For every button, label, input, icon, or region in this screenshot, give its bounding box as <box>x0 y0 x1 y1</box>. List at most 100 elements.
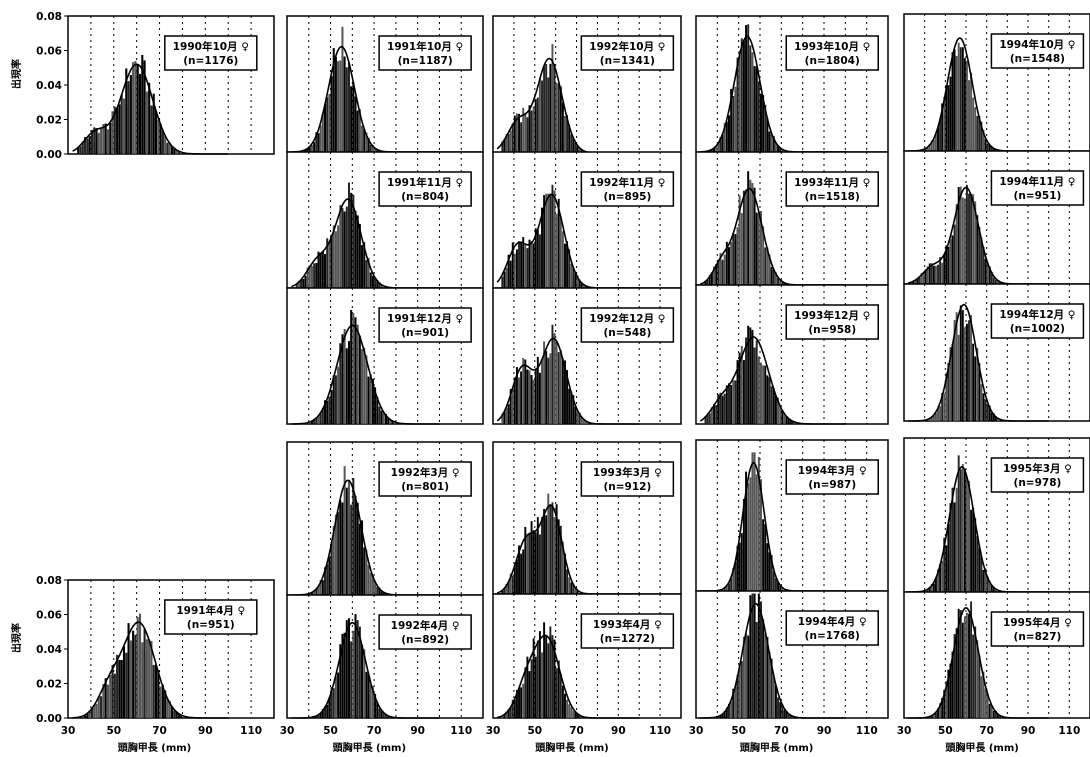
histogram-bar <box>928 418 931 421</box>
panel-label-count: (n=951) <box>1014 190 1062 202</box>
histogram-bar <box>926 266 929 284</box>
histogram-bar <box>568 388 571 424</box>
x-tick-label: 90 <box>198 725 213 737</box>
histogram-bar <box>358 626 361 718</box>
histogram-bar <box>361 644 364 718</box>
histogram-bar <box>545 515 548 594</box>
histogram-bar <box>728 115 730 152</box>
histogram-bar <box>986 262 989 284</box>
histogram-bar <box>723 393 726 424</box>
panel-label-box <box>378 307 472 343</box>
histogram-bar <box>526 117 529 153</box>
histogram-bar <box>356 620 359 718</box>
panel-label-date: 1991年10月 ♀ <box>387 40 463 53</box>
histogram-bar <box>924 269 927 284</box>
histogram-bar <box>949 503 952 592</box>
histogram-bar <box>932 265 935 284</box>
histogram-bar <box>317 133 320 152</box>
histogram-bar <box>738 50 741 152</box>
histogram-bar <box>545 351 548 424</box>
histogram-bar <box>524 244 527 288</box>
histogram-bar <box>528 532 531 594</box>
histogram-bar <box>732 233 735 285</box>
histogram-bar <box>578 715 581 718</box>
histogram-bar <box>570 391 573 424</box>
panel-frame <box>286 594 484 719</box>
histogram-bar <box>310 266 313 288</box>
histogram-bar <box>79 146 82 154</box>
histogram-bar <box>747 483 750 591</box>
histogram-bar <box>120 659 123 718</box>
histogram-bar <box>503 271 506 288</box>
histogram-bar <box>120 94 123 154</box>
y-axis-label: 出現率 <box>10 623 23 653</box>
histogram-bar <box>966 184 968 284</box>
histogram-bar <box>545 634 548 718</box>
histogram-bar <box>363 547 366 595</box>
histogram-bar <box>932 583 935 592</box>
histogram-bar <box>534 656 537 718</box>
histogram-bar <box>547 357 550 424</box>
histogram-bar <box>125 652 128 718</box>
histogram-bar <box>545 193 548 288</box>
histogram-bar <box>972 343 975 421</box>
histogram-bar <box>753 347 756 424</box>
panel-label-box <box>378 614 472 650</box>
histogram-bar <box>740 533 743 591</box>
histogram-bar <box>768 652 771 718</box>
histogram-bar <box>334 375 337 424</box>
histogram-bar <box>715 264 718 285</box>
histogram-bar <box>559 673 562 718</box>
panel-label-date: 1993年12月 ♀ <box>794 309 870 322</box>
histogram-bar <box>980 556 983 592</box>
histogram-bar <box>723 122 726 152</box>
histogram-bar <box>941 698 944 718</box>
histogram-bar <box>937 407 939 421</box>
histogram-bar <box>337 225 340 288</box>
histogram-bar <box>522 107 525 153</box>
histogram-bar <box>753 187 756 285</box>
x-tick-label: 90 <box>611 725 626 737</box>
histogram-bar <box>719 252 722 285</box>
histogram-bar <box>760 601 762 718</box>
histogram-bar <box>102 124 105 154</box>
histogram-bar <box>561 231 564 288</box>
histogram-bar <box>736 545 739 591</box>
histogram-bar <box>568 704 571 718</box>
histogram-bar <box>968 193 970 284</box>
histogram-bar <box>534 368 537 424</box>
histogram-bar <box>528 671 531 718</box>
histogram-bar <box>557 83 560 153</box>
histogram-bar <box>134 634 137 718</box>
histogram-bar <box>354 210 357 288</box>
histogram-bar <box>584 420 587 424</box>
histogram-bar <box>536 517 539 594</box>
histogram-bar <box>109 675 112 718</box>
histogram-bar <box>561 102 564 153</box>
histogram-bar <box>132 630 135 718</box>
histogram-bar <box>736 227 739 285</box>
histogram-bar <box>369 684 372 718</box>
histogram-bar <box>970 601 973 718</box>
histogram-bar <box>503 411 506 424</box>
panel-1995-04: 1995年4月 ♀ (n=827) 30 50 70 90 110 頭胸甲長 (mm) <box>897 591 1090 754</box>
histogram-bar <box>764 247 767 285</box>
histogram-bar <box>515 559 518 594</box>
histogram-bar <box>534 99 537 153</box>
histogram-bar <box>734 686 737 718</box>
panel-label-date: 1995年4月 ♀ <box>1003 616 1072 629</box>
histogram-bar <box>347 62 350 153</box>
histogram-bar <box>161 684 164 718</box>
histogram-bar <box>578 412 581 424</box>
histogram-bar <box>947 363 950 421</box>
histogram-bar <box>513 564 516 594</box>
histogram-bar <box>719 137 722 152</box>
histogram-bar <box>339 343 342 424</box>
histogram-bar <box>102 684 105 718</box>
histogram-bar <box>723 711 726 718</box>
panel-label-date: 1992年11月 ♀ <box>589 176 665 189</box>
histogram-bar <box>306 148 309 152</box>
histogram-bar <box>141 55 144 155</box>
histogram-bar <box>772 676 775 718</box>
histogram-bar <box>941 392 944 421</box>
